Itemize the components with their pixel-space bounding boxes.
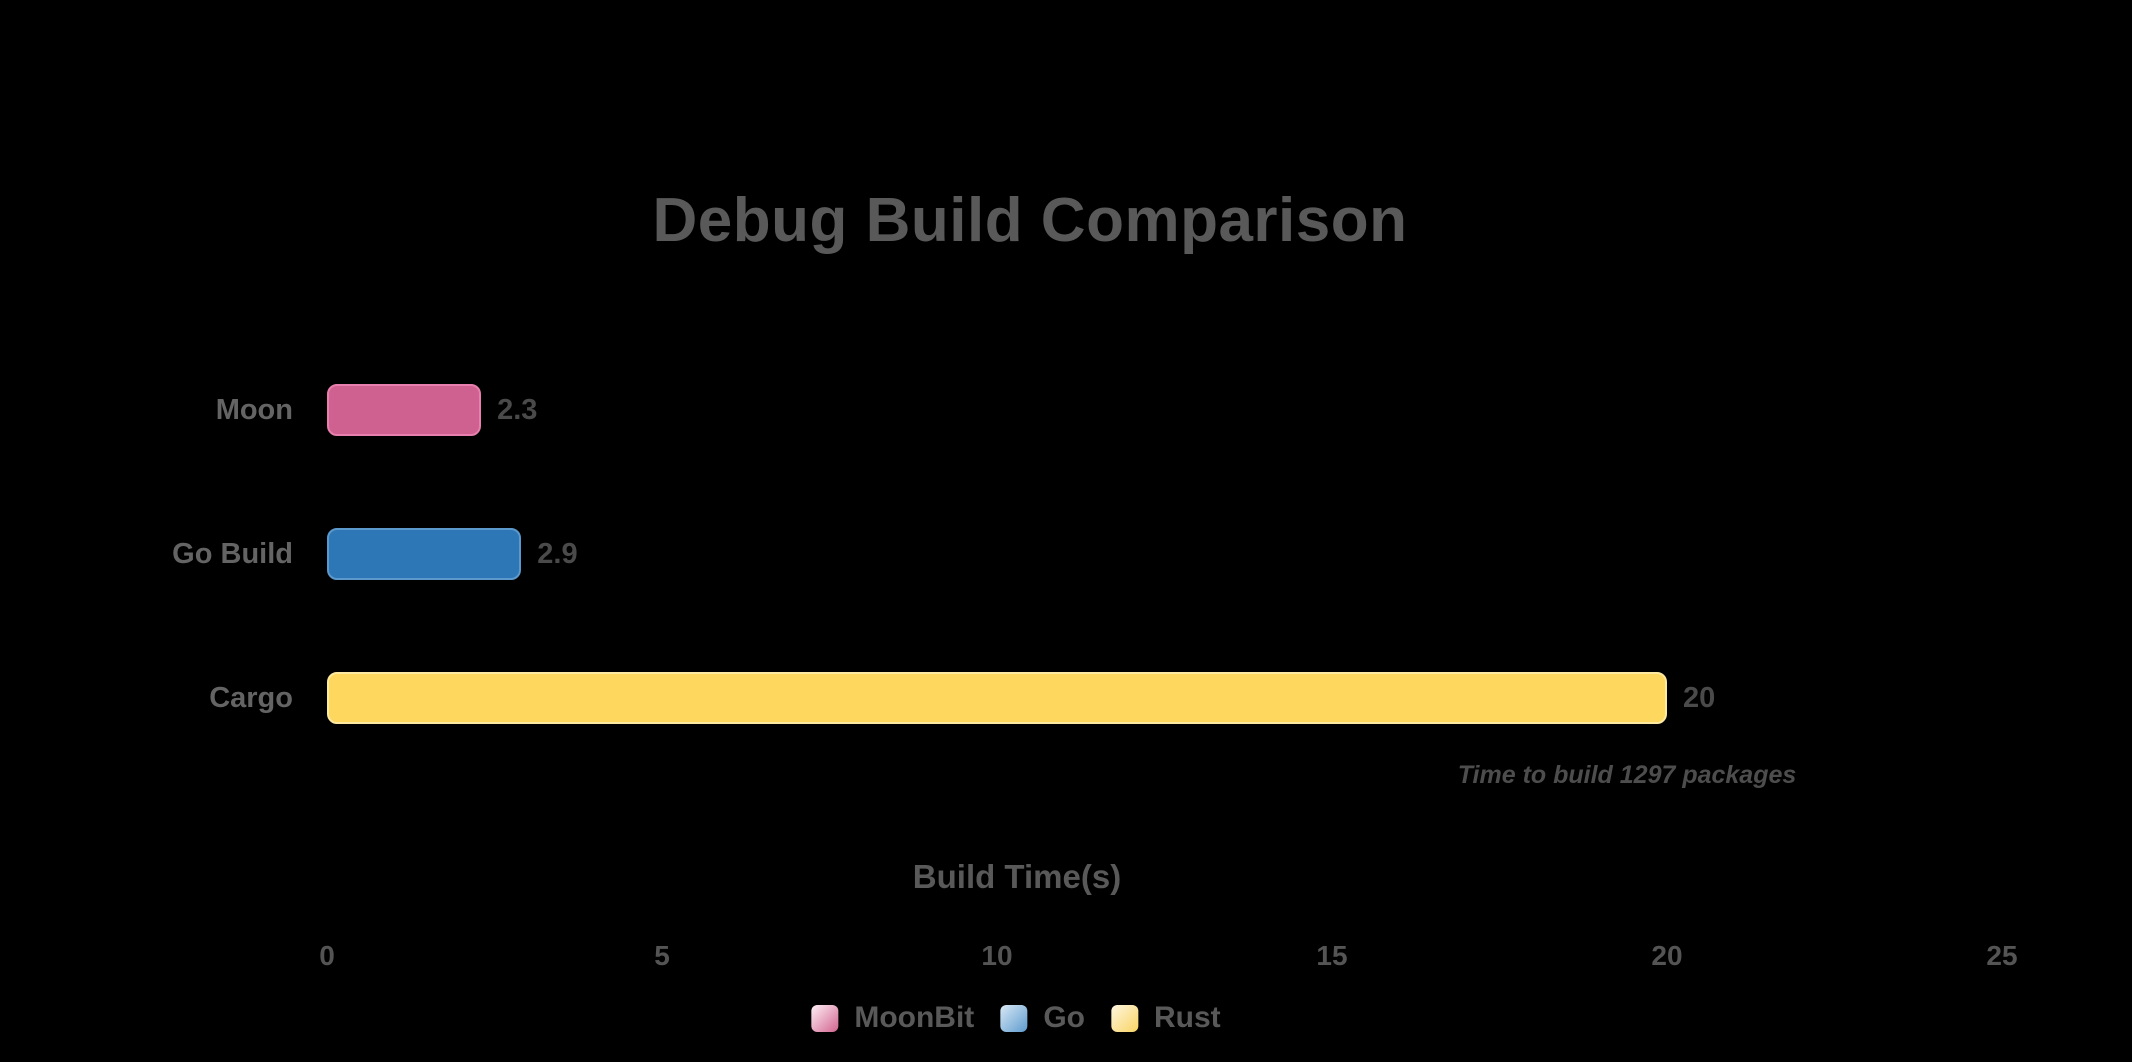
x-tick-label: 25 [1986,940,2018,971]
x-tick-label: 5 [654,940,670,971]
category-label: Go Build [172,538,293,570]
bar-row: Go Build 2.9 [0,528,2132,580]
chart-title: Debug Build Comparison [652,186,1408,255]
legend-label: Go [1043,1001,1085,1034]
value-label: 20 [1683,682,1716,714]
legend-label: Rust [1153,1001,1221,1034]
legend-item-go: Go [1000,1001,1085,1035]
x-axis-ticks: 0 5 10 15 20 25 [0,941,2132,975]
bar-rust [327,672,1667,724]
legend-label: MoonBit [854,1001,975,1034]
bar-go [327,528,522,580]
x-tick-label: 20 [1651,940,1683,971]
x-tick-label: 15 [1316,940,1348,971]
legend-item-moonbit: MoonBit [811,1001,974,1035]
category-label: Cargo [209,682,293,714]
x-axis-label: Build Time(s) [912,858,1122,895]
legend-item-rust: Rust [1110,1001,1221,1035]
bar-moonbit [327,384,482,436]
chart-annotation: Time to build 1297 packages [1457,761,1797,789]
chart-legend: MoonBit Go Rust [811,1001,1221,1035]
value-label: 2.9 [537,538,578,570]
value-label: 2.3 [497,394,538,426]
bar-row: Moon 2.3 [0,384,2132,436]
legend-swatch-icon [1000,1004,1028,1032]
x-tick-label: 0 [319,940,335,971]
legend-swatch-icon [1110,1004,1138,1032]
category-label: Moon [215,394,293,426]
x-tick-label: 10 [981,940,1013,971]
bar-row: Cargo 20 [0,672,2132,724]
legend-swatch-icon [811,1004,839,1032]
